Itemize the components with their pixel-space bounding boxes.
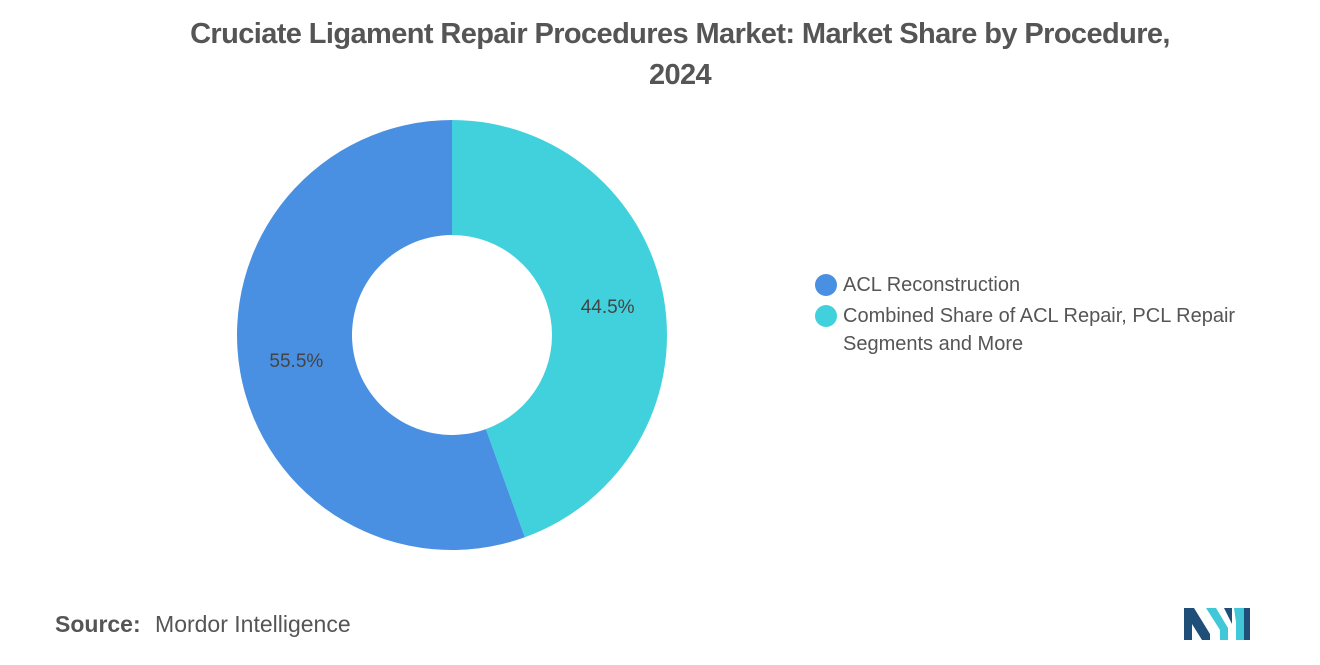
- legend-swatch-combined-share: [815, 305, 837, 327]
- legend-swatch-acl-reconstruction: [815, 274, 837, 296]
- slice-combined-share: [452, 120, 668, 538]
- data-label-combined-share: 44.5%: [581, 297, 635, 318]
- chart-title: Cruciate Ligament Repair Procedures Mark…: [0, 14, 1320, 96]
- mordor-intelligence-logo-icon: [1184, 608, 1250, 640]
- chart-title-line-2: 2024: [648, 59, 712, 91]
- chart-legend: ACL Reconstruction Combined Share of ACL…: [815, 271, 1295, 361]
- source-note: Source: Mordor Intelligence: [55, 611, 351, 638]
- chart-title-line-1: Cruciate Ligament Repair Procedures Mark…: [190, 18, 1170, 50]
- slice-acl-reconstruction: [237, 120, 525, 550]
- legend-label-acl-reconstruction: ACL Reconstruction: [843, 274, 1021, 296]
- data-label-acl-reconstruction: 55.5%: [269, 351, 323, 372]
- donut-slices: [237, 120, 668, 550]
- source-label: Source:: [55, 611, 141, 637]
- source-value: Mordor Intelligence: [155, 611, 351, 637]
- donut-data-labels: 44.5% 55.5%: [269, 297, 634, 372]
- legend-item-combined-share: Combined Share of ACL Repair, PCL Repair…: [815, 302, 1295, 358]
- legend-label-combined-share: Combined Share of ACL Repair, PCL Repair…: [843, 305, 1236, 355]
- legend-item-acl-reconstruction: ACL Reconstruction: [815, 271, 1295, 299]
